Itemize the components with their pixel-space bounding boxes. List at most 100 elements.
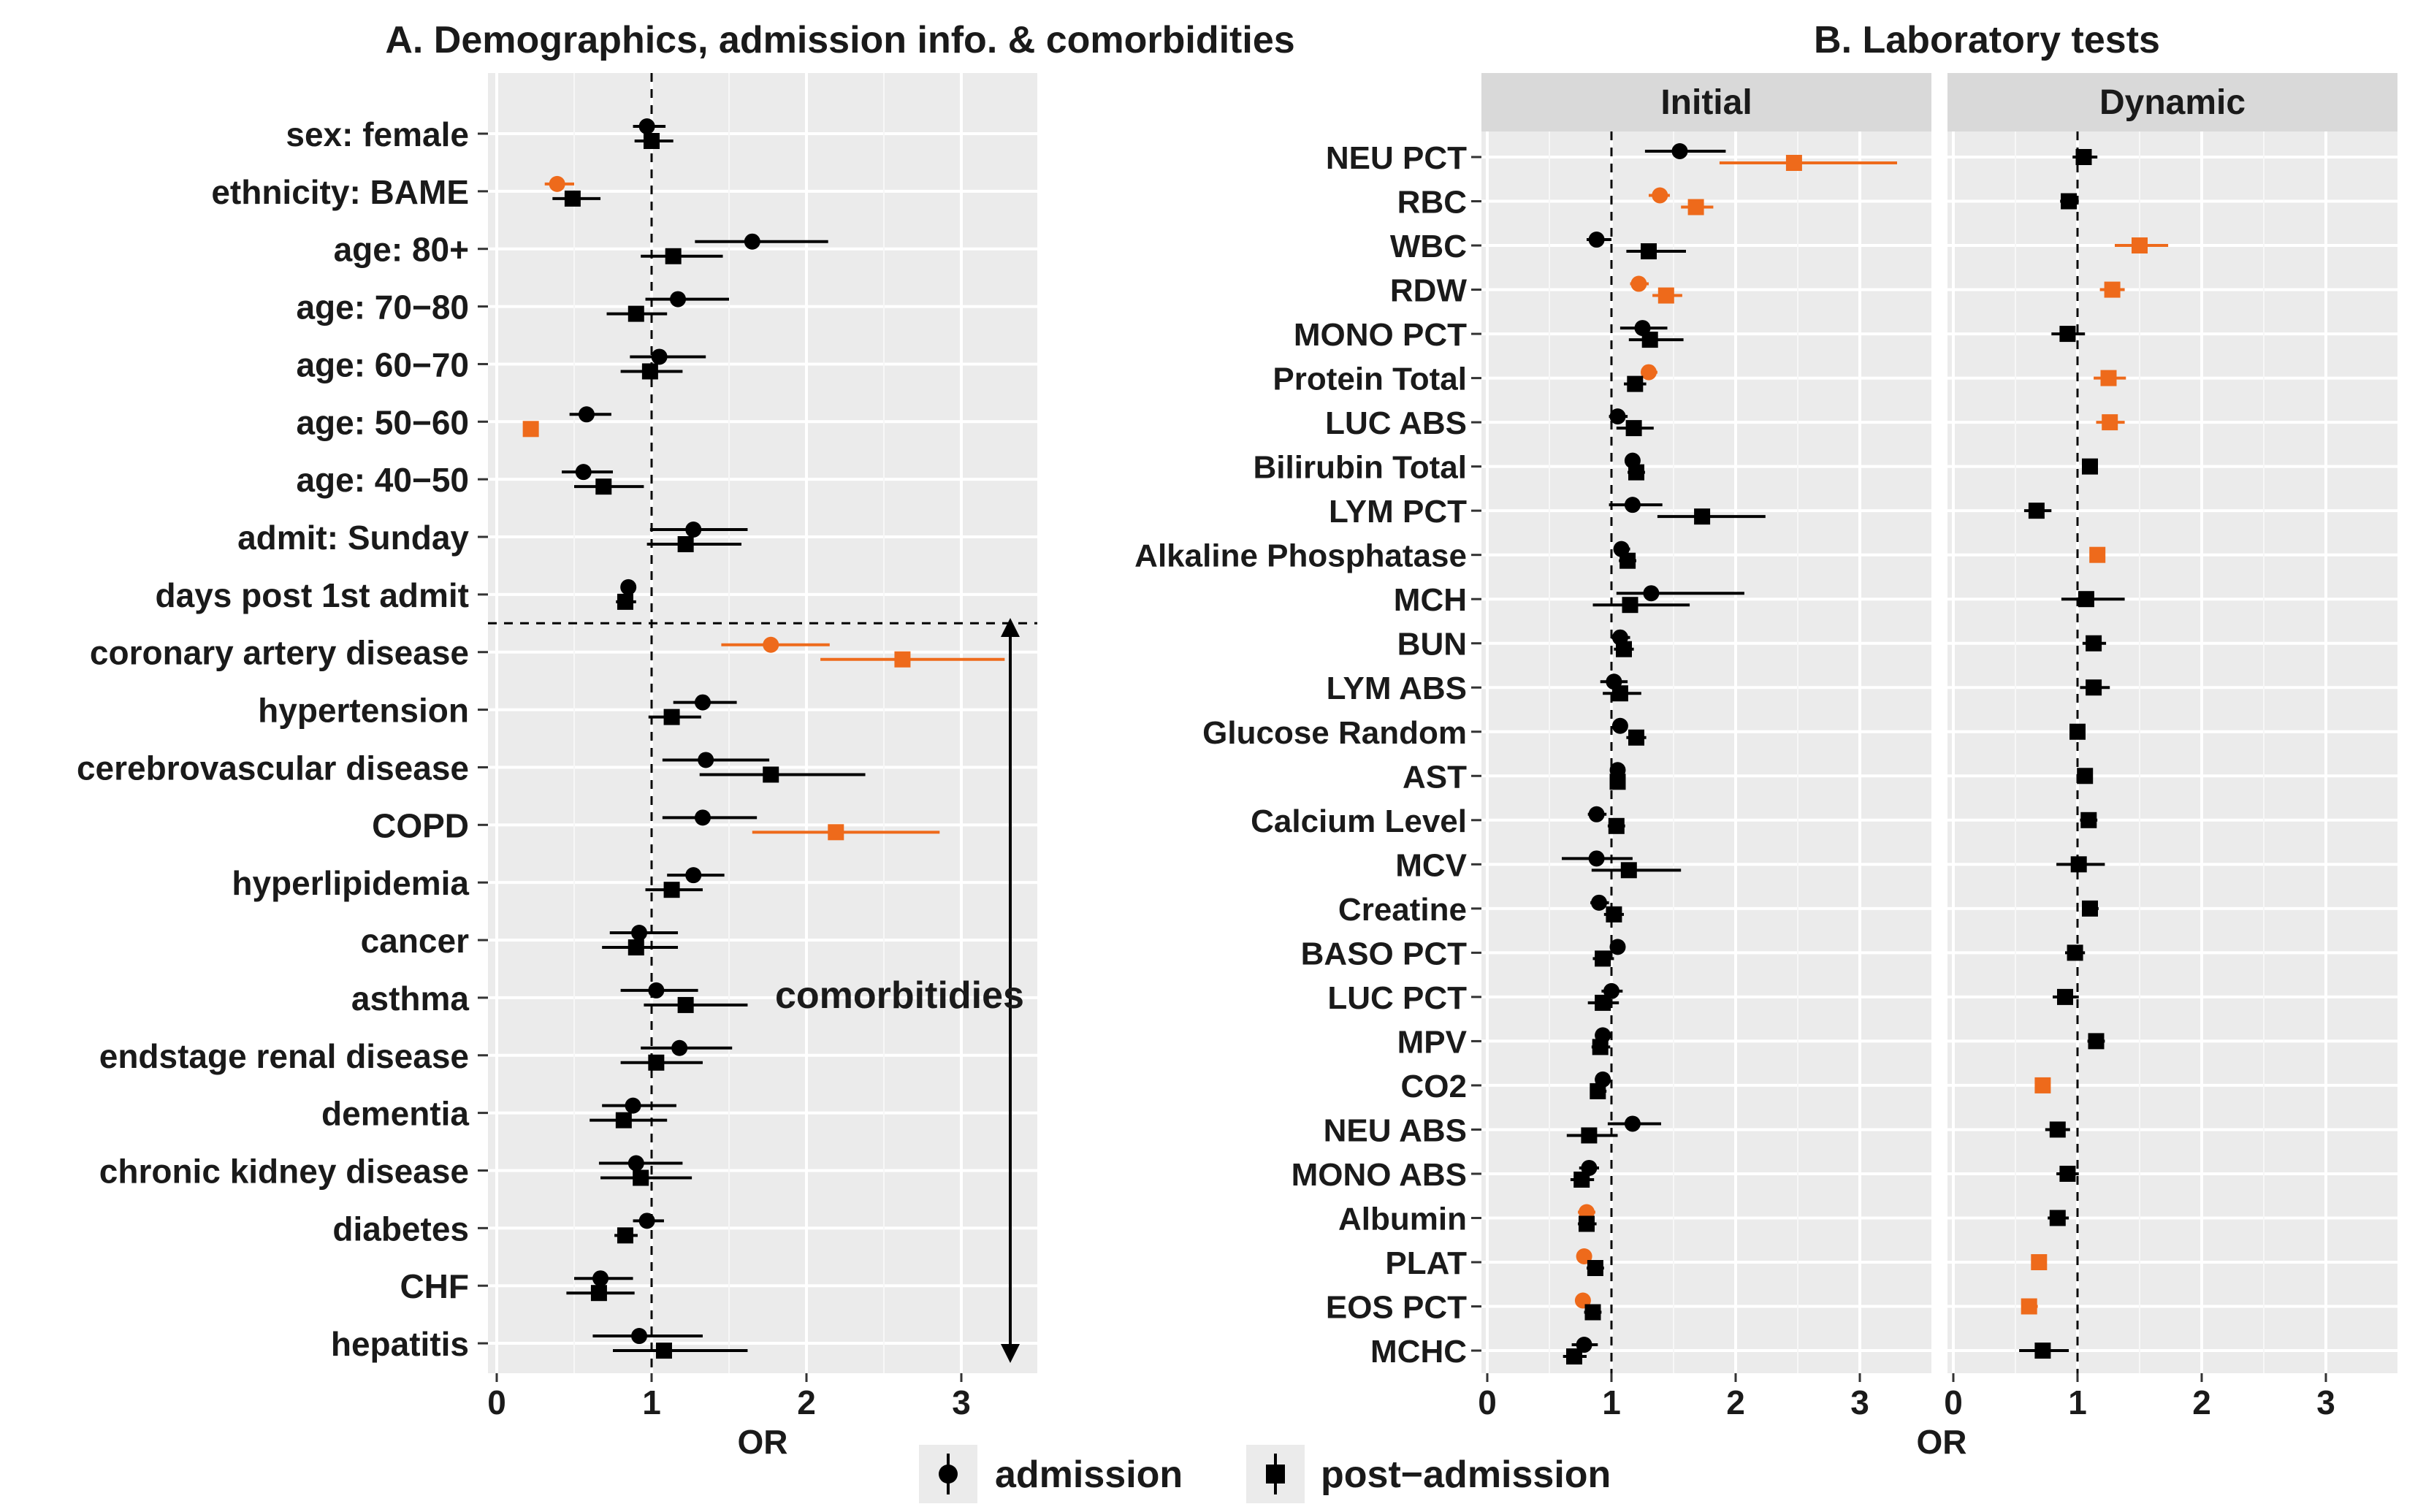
point-coronary-artery-disease-post-admission — [894, 651, 911, 668]
lab-label-mono-abs: MONO ABS — [1292, 1157, 1467, 1193]
lab-label-albumin: Albumin — [1338, 1201, 1467, 1237]
x-tick-label-dynamic: 3 — [2316, 1383, 2335, 1421]
category-label-age-80: age: 80+ — [334, 231, 469, 269]
lab-label-baso-pct: BASO PCT — [1301, 936, 1467, 971]
point-bun-dynamic-post-admission — [2086, 635, 2102, 652]
point-days-post-1st-admit-admission — [620, 579, 637, 595]
x-tick-label-initial: 2 — [1726, 1383, 1745, 1421]
lab-label-wbc: WBC — [1390, 229, 1467, 264]
lab-label-glucose-random: Glucose Random — [1202, 715, 1467, 751]
point-chf-post-admission — [590, 1285, 607, 1302]
lab-label-eos-pct: EOS PCT — [1326, 1290, 1467, 1326]
facet-label-dynamic: Dynamic — [2099, 83, 2246, 122]
point-diabetes-post-admission — [617, 1227, 633, 1244]
point-rbc-initial-post-admission — [1687, 199, 1704, 215]
point-calcium-level-dynamic-post-admission — [2080, 812, 2097, 828]
lab-label-mch: MCH — [1394, 582, 1467, 618]
point-co2-dynamic-post-admission — [2034, 1077, 2051, 1093]
lab-label-protein-total: Protein Total — [1273, 362, 1467, 397]
point-alkaline-phosphatase-initial-post-admission — [1619, 552, 1636, 569]
point-age-40-50-admission — [575, 464, 592, 481]
point-ethnicity-bame-admission — [549, 175, 565, 192]
point-mpv-initial-post-admission — [1592, 1039, 1609, 1055]
point-asthma-post-admission — [677, 996, 694, 1013]
point-albumin-dynamic-post-admission — [2049, 1210, 2066, 1226]
x-tick-label-initial: 0 — [1478, 1383, 1497, 1421]
point-ethnicity-bame-post-admission — [564, 190, 581, 207]
point-admit-sunday-admission — [685, 522, 702, 538]
lab-label-ast: AST — [1403, 759, 1467, 795]
point-mch-initial-admission — [1643, 585, 1660, 602]
category-label-age-60-70: age: 60−70 — [296, 345, 469, 383]
point-age-50-60-admission — [578, 406, 595, 423]
point-cerebrovascular-disease-post-admission — [763, 766, 779, 783]
facet-strip-initial — [1481, 73, 1931, 131]
lab-label-neu-abs: NEU ABS — [1324, 1112, 1467, 1148]
category-label-endstage-renal-disease: endstage renal disease — [99, 1037, 469, 1075]
point-cancer-post-admission — [627, 939, 644, 956]
point-rbc-dynamic-post-admission — [2061, 193, 2078, 210]
lab-label-mpv: MPV — [1397, 1024, 1468, 1060]
point-calcium-level-initial-admission — [1588, 806, 1605, 822]
category-label-ethnicity-bame: ethnicity: BAME — [211, 173, 469, 211]
panel-a-marks — [488, 118, 1037, 1359]
point-lym-abs-initial-post-admission — [1611, 685, 1628, 702]
point-eos-pct-initial-post-admission — [1584, 1304, 1601, 1321]
point-neu-pct-initial-admission — [1671, 143, 1688, 159]
category-label-hepatitis: hepatitis — [331, 1325, 469, 1363]
point-plat-dynamic-post-admission — [2031, 1254, 2048, 1270]
facet-strip-dynamic — [1947, 73, 2397, 131]
point-copd-admission — [694, 809, 711, 826]
category-label-chronic-kidney-disease: chronic kidney disease — [99, 1152, 469, 1190]
lab-label-mono-pct: MONO PCT — [1294, 317, 1467, 353]
category-label-age-50-60: age: 50−60 — [296, 403, 469, 441]
point-endstage-renal-disease-admission — [671, 1039, 688, 1056]
point-age-50-60-post-admission — [522, 421, 539, 438]
point-wbc-initial-admission — [1588, 232, 1605, 248]
point-hepatitis-post-admission — [655, 1343, 672, 1359]
point-coronary-artery-disease-admission — [763, 636, 779, 653]
point-creatine-initial-admission — [1591, 894, 1607, 911]
point-mcv-initial-admission — [1588, 850, 1605, 867]
lab-label-luc-pct: LUC PCT — [1327, 980, 1467, 1016]
point-alkaline-phosphatase-dynamic-post-admission — [2089, 546, 2106, 563]
panel-b-category-labels: NEU PCT RBC WBC RDW MONO PCT Protein Total LUC… — [1134, 140, 1481, 1370]
point-protein-total-dynamic-post-admission — [2100, 370, 2117, 386]
panel-a-title: A. Demographics, admission info. & comor… — [385, 19, 1294, 61]
point-rbc-initial-admission — [1652, 187, 1668, 204]
category-label-diabetes: diabetes — [332, 1210, 469, 1248]
point-age-80-admission — [744, 233, 760, 250]
point-mono-abs-initial-post-admission — [1573, 1171, 1590, 1188]
lab-label-neu-pct: NEU PCT — [1326, 140, 1467, 176]
point-age-70-80-post-admission — [627, 305, 644, 322]
panel-b-x-axis: 0 1 2 3 0 1 2 3 — [1478, 131, 2335, 1421]
category-label-age-70-80: age: 70−80 — [296, 289, 469, 327]
lab-label-plat: PLAT — [1385, 1245, 1467, 1281]
legend: admission post−admission — [919, 1445, 1611, 1503]
point-bun-initial-post-admission — [1616, 641, 1632, 657]
lab-label-bilirubin-total: Bilirubin Total — [1254, 450, 1468, 486]
point-dementia-admission — [625, 1097, 641, 1114]
point-hypertension-post-admission — [663, 709, 680, 725]
point-hypertension-admission — [694, 694, 711, 711]
lab-label-alkaline-phosphatase: Alkaline Phosphatase — [1134, 538, 1467, 574]
point-lym-pct-initial-admission — [1624, 497, 1641, 513]
category-label-copd: COPD — [372, 806, 469, 844]
point-copd-post-admission — [828, 824, 844, 841]
point-neu-abs-initial-post-admission — [1581, 1127, 1598, 1144]
category-label-chf: CHF — [400, 1267, 469, 1305]
point-lym-pct-initial-post-admission — [1694, 508, 1711, 525]
point-luc-pct-initial-post-admission — [1595, 994, 1611, 1011]
lab-label-co2: CO2 — [1401, 1069, 1467, 1104]
panel-b-x-axis-label: OR — [1917, 1423, 1967, 1461]
point-rdw-initial-admission — [1630, 275, 1647, 292]
x-tick-label-initial: 3 — [1850, 1383, 1869, 1421]
lab-label-mchc: MCHC — [1370, 1334, 1467, 1370]
point-wbc-dynamic-post-admission — [2132, 237, 2148, 254]
point-protein-total-initial-post-admission — [1627, 375, 1644, 392]
point-neu-pct-initial-post-admission — [1785, 155, 1802, 171]
category-label-hyperlipidemia: hyperlipidemia — [232, 864, 469, 902]
legend-label-post-admission: post−admission — [1321, 1454, 1611, 1496]
point-mch-initial-post-admission — [1622, 597, 1638, 614]
